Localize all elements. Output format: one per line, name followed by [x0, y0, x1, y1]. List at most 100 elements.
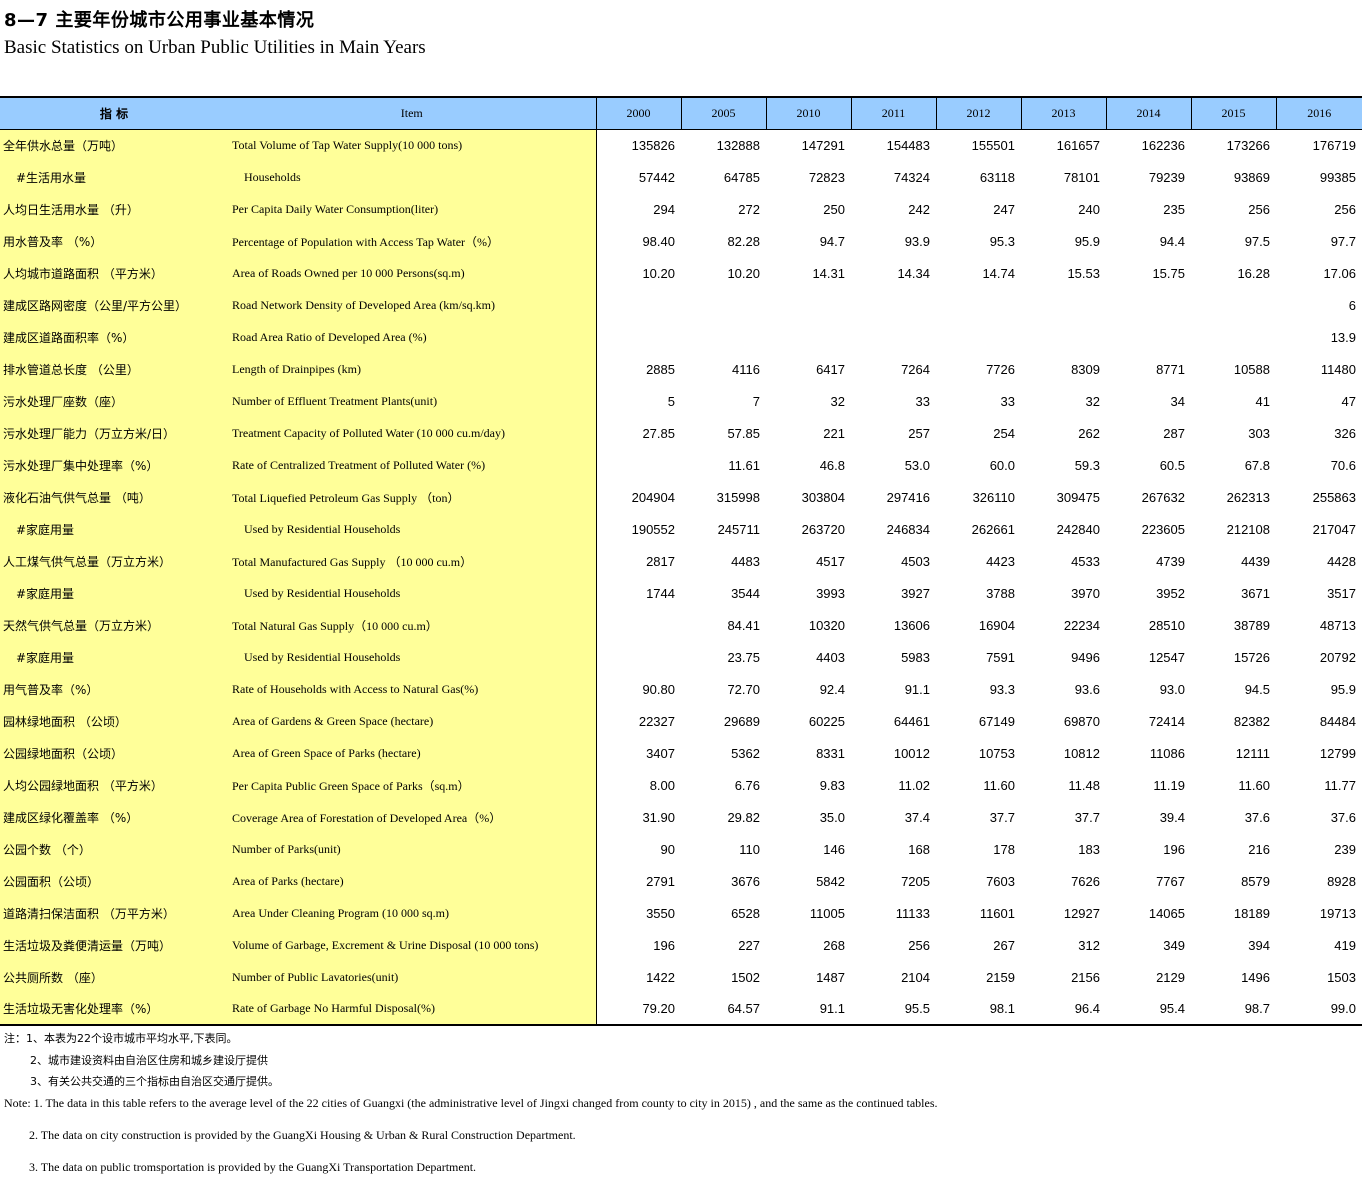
value-cell: 67.8	[1244, 457, 1270, 473]
value-cell	[596, 321, 681, 353]
value-cell: 6	[1348, 297, 1356, 313]
value-cell: 48713	[1319, 617, 1356, 633]
value-cell: 57.85	[727, 425, 760, 441]
value-cell: 303	[1248, 425, 1270, 441]
value-cell: 3927	[901, 585, 930, 601]
indicator-cn: 建成区路网密度（公里/平方公里）	[0, 289, 228, 321]
utilities-table: 指 标 Item 2000 2005 2010 2011 2012 2013 2…	[0, 96, 1362, 1026]
table-row: 园林绿地面积 （公顷） Area of Gardens & Green Space…	[0, 705, 1362, 737]
indicator-cn: 用气普及率（%）	[0, 673, 228, 705]
value-cell: 394	[1248, 937, 1270, 953]
value-cell: 82.28	[727, 233, 760, 249]
value-cell: 5362	[731, 745, 760, 761]
value-cell: 90.80	[642, 681, 675, 697]
value-cell: 176719	[1312, 137, 1356, 153]
value-cell: 1744	[646, 585, 675, 601]
indicator-en: Per Capita Daily Water Consumption(liter…	[228, 193, 597, 225]
value-cell: 1422	[646, 969, 675, 985]
value-cell: 27.85	[642, 425, 675, 441]
table-row: 排水管道总长度 （公里） Length of Drainpipes (km) 288…	[0, 353, 1362, 385]
value-cell: 74324	[893, 169, 930, 185]
value-cell: 10012	[893, 745, 930, 761]
value-cell: 240	[1078, 201, 1100, 217]
value-cell: 93.3	[989, 681, 1015, 697]
table-row: #生活用水量 Households 57442 64785 72823 74324 6311…	[0, 161, 1362, 193]
value-cell: 4739	[1156, 553, 1185, 569]
value-cell: 33	[1000, 393, 1015, 409]
value-cell: 196	[653, 937, 675, 953]
indicator-cn: 公共厕所数 （座）	[0, 961, 228, 993]
indicator-en: Rate of Households with Access to Natura…	[228, 673, 597, 705]
indicator-cn: 生活垃圾及粪便清运量（万吨）	[0, 929, 228, 961]
indicator-en: Percentage of Population with Access Tap…	[228, 225, 597, 257]
value-cell: 4503	[901, 553, 930, 569]
table-row: 建成区绿化覆盖率 （%） Coverage Area of Forestation…	[0, 801, 1362, 833]
value-cell: 97.5	[1244, 233, 1270, 249]
value-cell: 95.9	[1074, 233, 1100, 249]
value-cell	[851, 321, 936, 353]
value-cell: 41	[1255, 393, 1270, 409]
indicator-en: Area of Parks (hectare)	[228, 865, 597, 897]
value-cell: 173266	[1226, 137, 1270, 153]
value-cell	[766, 289, 851, 321]
header-year: 2015	[1190, 96, 1276, 130]
indicator-en: Total Manufactured Gas Supply （10 000 cu…	[228, 545, 597, 577]
value-cell: 72823	[808, 169, 845, 185]
value-cell: 2156	[1071, 969, 1100, 985]
value-cell: 3517	[1327, 585, 1356, 601]
value-cell: 1502	[731, 969, 760, 985]
value-cell: 183	[1078, 841, 1100, 857]
indicator-en: Number of Effluent Treatment Plants(unit…	[228, 385, 597, 417]
value-cell: 64.57	[681, 993, 766, 1026]
page-title-cn: 8—7 主要年份城市公用事业基本情况	[4, 10, 315, 31]
table-row: 公园个数 （个） Number of Parks(unit) 90 110 146 168…	[0, 833, 1362, 865]
value-cell: 94.5	[1244, 681, 1270, 697]
indicator-en: Total Liquefied Petroleum Gas Supply （to…	[228, 481, 597, 513]
value-cell: 29689	[723, 713, 760, 729]
value-cell: 12547	[1148, 649, 1185, 665]
table-body: 全年供水总量（万吨） Total Volume of Tap Water Supp…	[0, 129, 1362, 1026]
value-cell: 2129	[1156, 969, 1185, 985]
value-cell: 11.60	[983, 777, 1015, 793]
value-cell: 95.9	[1330, 681, 1356, 697]
indicator-cn: 污水处理厂集中处理率（%）	[0, 449, 228, 481]
value-cell: 2885	[646, 361, 675, 377]
indicator-cn: 用水普及率 （%）	[0, 225, 228, 257]
value-cell: 70.6	[1330, 457, 1356, 473]
value-cell: 79.20	[596, 993, 681, 1026]
value-cell: 11.02	[898, 777, 930, 793]
value-cell: 4483	[731, 553, 760, 569]
value-cell: 57442	[638, 169, 675, 185]
indicator-en: Area Under Cleaning Program (10 000 sq.m…	[228, 897, 597, 929]
indicator-en: Per Capita Public Green Space of Parks（s…	[228, 769, 597, 801]
value-cell: 91.1	[766, 993, 851, 1026]
value-cell: 13606	[893, 617, 930, 633]
value-cell: 31.90	[642, 809, 675, 825]
value-cell: 64785	[723, 169, 760, 185]
value-cell: 235	[1163, 201, 1185, 217]
header-year: 2010	[765, 96, 851, 130]
value-cell: 196	[1163, 841, 1185, 857]
value-cell	[1106, 321, 1191, 353]
value-cell: 4423	[986, 553, 1015, 569]
value-cell: 18189	[1233, 905, 1270, 921]
table-row: 生活垃圾及粪便清运量（万吨） Volume of Garbage, Excreme…	[0, 929, 1362, 961]
value-cell: 1496	[1241, 969, 1270, 985]
value-cell: 19713	[1319, 905, 1356, 921]
indicator-cn: 公园绿地面积（公顷）	[0, 737, 228, 769]
value-cell: 294	[653, 201, 675, 217]
value-cell: 93.6	[1074, 681, 1100, 697]
indicator-cn: #家庭用量	[0, 641, 228, 673]
value-cell	[596, 641, 681, 673]
table-row: #家庭用量 Used by Residential Households 19055…	[0, 513, 1362, 545]
indicator-en: Area of Gardens & Green Space (hectare)	[228, 705, 597, 737]
value-cell: 59.3	[1074, 457, 1100, 473]
indicator-en: Area of Roads Owned per 10 000 Persons(s…	[228, 257, 597, 289]
value-cell: 227	[738, 937, 760, 953]
value-cell: 72.70	[727, 681, 760, 697]
value-cell	[1021, 321, 1106, 353]
value-cell: 8331	[816, 745, 845, 761]
value-cell: 37.4	[904, 809, 930, 825]
value-cell: 8579	[1241, 873, 1270, 889]
indicator-en: Rate of Centralized Treatment of Pollute…	[228, 449, 597, 481]
